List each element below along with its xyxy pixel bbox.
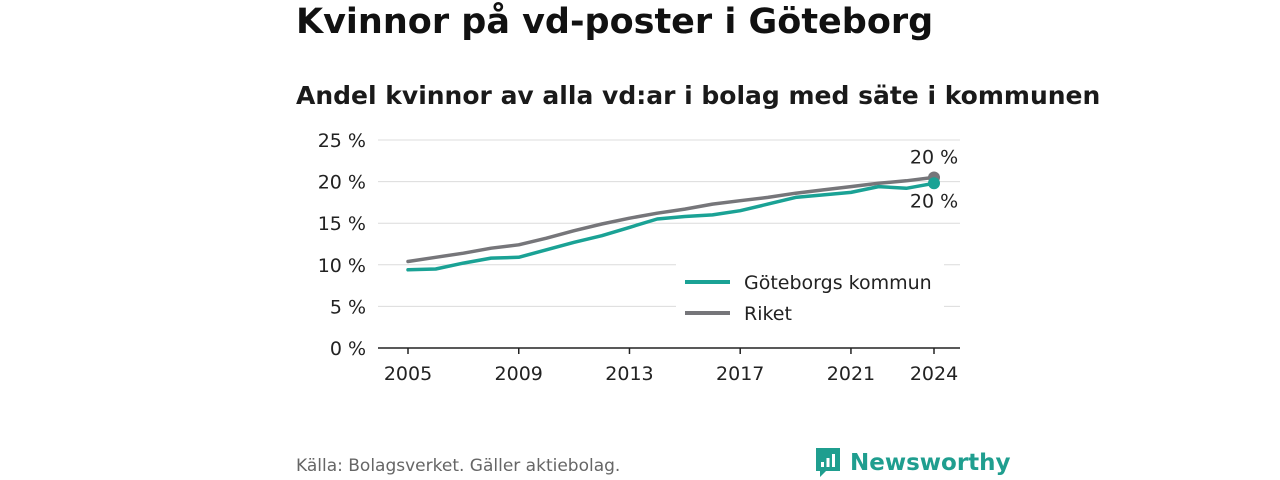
brand-name: Newsworthy [850,450,1011,476]
y-tick-label: 0 % [330,338,366,360]
series-lines [406,171,940,272]
newsworthy-logo-icon [816,448,840,477]
x-tick-label: 2021 [827,363,875,385]
y-tick-label: 20 % [318,172,366,194]
y-tick-label: 25 % [318,130,366,152]
y-tick-label: 10 % [318,255,366,277]
series-line-goteborgs-kommun [406,181,936,272]
x-tick-label: 2024 [910,363,958,385]
end-label-riket: 20 % [910,146,958,168]
x-tick-label: 2005 [384,363,432,385]
chart-title: Kvinnor på vd-poster i Göteborg [296,2,934,42]
end-label-goteborgs-kommun: 20 % [910,190,958,212]
source-note: Källa: Bolagsverket. Gäller aktiebolag. [296,456,621,476]
y-tick-label: 5 % [330,296,366,318]
brand-logo: Newsworthy [814,446,1011,480]
end-labels: 20 % 20 % [910,146,958,212]
x-tick-label: 2009 [495,363,543,385]
x-tick-label: 2013 [605,363,653,385]
legend-background [676,264,944,334]
end-point-goteborgs-kommun [928,177,940,190]
axes: 0 % 5 % 10 % 15 % 20 % 25 % 2005 2009 2013 2017 20… [318,130,960,385]
y-tick-label: 15 % [318,213,366,235]
chart-subtitle: Andel kvinnor av alla vd:ar i bolag med … [296,81,1101,110]
x-tick-label: 2017 [716,363,764,385]
legend-label: Göteborgs kommun [744,272,932,294]
legend-label: Riket [744,303,792,325]
series-line-riket [406,175,936,264]
legend: Göteborgs kommun Riket [676,264,944,334]
